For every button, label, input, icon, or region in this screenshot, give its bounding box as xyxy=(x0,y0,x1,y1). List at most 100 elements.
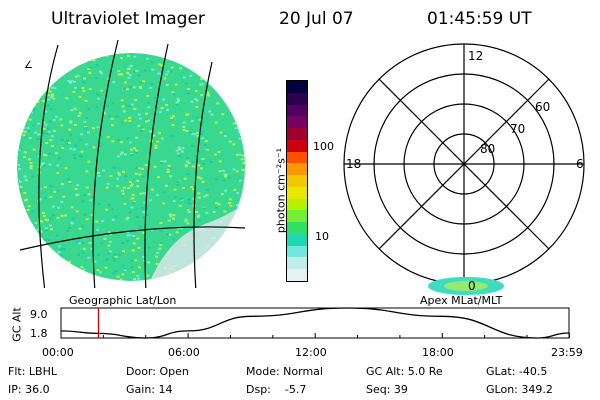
emission-speckle xyxy=(144,69,147,72)
emission-speckle xyxy=(126,234,130,237)
emission-speckle xyxy=(64,167,68,170)
emission-speckle xyxy=(178,204,182,207)
emission-speckle xyxy=(173,188,177,191)
emission-speckle xyxy=(201,130,205,133)
emission-speckle xyxy=(59,254,63,257)
emission-speckle xyxy=(123,110,126,113)
emission-speckle xyxy=(191,133,195,135)
emission-speckle xyxy=(223,210,227,213)
emission-speckle xyxy=(133,108,137,110)
emission-speckle xyxy=(191,161,195,164)
emission-speckle xyxy=(50,145,54,147)
emission-speckle xyxy=(190,100,194,103)
emission-speckle xyxy=(69,81,72,84)
emission-speckle xyxy=(201,180,205,183)
emission-speckle xyxy=(45,142,49,144)
emission-speckle xyxy=(146,94,150,97)
emission-speckle xyxy=(130,266,134,269)
emission-speckle xyxy=(87,131,90,134)
emission-speckle xyxy=(121,273,125,276)
emission-speckle xyxy=(96,97,100,100)
emission-speckle xyxy=(165,109,169,112)
emission-speckle xyxy=(130,206,134,209)
emission-speckle xyxy=(29,165,33,168)
emission-speckle xyxy=(32,124,36,127)
emission-speckle xyxy=(165,84,169,86)
emission-speckle xyxy=(165,73,168,76)
emission-speckle xyxy=(241,154,245,157)
emission-speckle xyxy=(97,203,101,206)
emission-speckle xyxy=(217,151,221,153)
emission-speckle xyxy=(127,76,131,79)
lat-label-70: 70 xyxy=(510,122,525,136)
emission-speckle xyxy=(173,196,177,199)
emission-speckle xyxy=(114,270,118,273)
emission-speckle xyxy=(182,125,186,128)
emission-speckle xyxy=(146,57,150,60)
emission-speckle xyxy=(76,253,80,256)
mlt-label-18: 18 xyxy=(346,157,361,171)
emission-speckle xyxy=(224,189,227,192)
info-dsp: Dsp: -5.7 xyxy=(246,383,307,396)
emission-speckle xyxy=(47,120,51,123)
emission-speckle xyxy=(133,55,137,58)
emission-speckle xyxy=(126,55,130,58)
emission-speckle xyxy=(49,195,53,198)
emission-speckle xyxy=(205,148,209,151)
mlt-label-12: 12 xyxy=(468,49,483,63)
emission-speckle xyxy=(186,157,190,159)
emission-speckle xyxy=(182,129,186,132)
emission-speckle xyxy=(55,115,59,118)
emission-speckle xyxy=(165,103,169,106)
colorbar-segment xyxy=(287,198,307,211)
emission-speckle xyxy=(121,264,125,267)
emission-speckle xyxy=(185,160,189,163)
emission-speckle xyxy=(185,113,189,116)
emission-speckle xyxy=(123,269,127,272)
emission-speckle xyxy=(163,77,167,80)
colorbar xyxy=(286,80,308,282)
emission-speckle xyxy=(42,215,46,217)
emission-speckle xyxy=(68,226,72,229)
emission-speckle xyxy=(215,178,219,181)
emission-speckle xyxy=(212,210,216,213)
timeline-ytick-bottom: 1.8 xyxy=(30,327,48,340)
emission-speckle xyxy=(64,214,67,217)
emission-speckle xyxy=(166,233,169,236)
emission-speckle xyxy=(169,215,173,218)
emission-speckle xyxy=(111,218,115,221)
emission-speckle xyxy=(17,164,20,167)
emission-speckle xyxy=(85,218,89,221)
emission-speckle xyxy=(221,169,225,172)
emission-speckle xyxy=(76,184,80,187)
emission-speckle xyxy=(96,253,100,256)
emission-speckle xyxy=(140,126,144,129)
emission-speckle xyxy=(183,177,187,180)
emission-speckle xyxy=(159,72,163,75)
emission-speckle xyxy=(147,106,151,109)
emission-speckle xyxy=(43,153,46,156)
emission-speckle xyxy=(100,72,104,75)
emission-speckle xyxy=(176,152,180,155)
emission-speckle xyxy=(51,93,55,96)
emission-speckle xyxy=(132,86,136,89)
emission-speckle xyxy=(81,251,85,254)
emission-speckle xyxy=(83,121,87,123)
emission-speckle xyxy=(69,133,73,136)
emission-speckle xyxy=(84,99,88,102)
emission-speckle xyxy=(194,211,198,213)
emission-speckle xyxy=(135,70,139,73)
emission-speckle xyxy=(146,274,150,277)
emission-speckle xyxy=(56,189,60,192)
emission-speckle xyxy=(82,268,86,271)
emission-speckle xyxy=(24,199,27,202)
emission-speckle xyxy=(87,256,91,259)
meridian-line xyxy=(38,44,59,288)
emission-speckle xyxy=(198,118,202,121)
emission-speckle xyxy=(142,255,145,258)
lat-label-60: 60 xyxy=(535,100,550,114)
emission-speckle xyxy=(175,103,179,106)
emission-speckle xyxy=(236,153,239,156)
emission-speckle xyxy=(144,164,148,167)
emission-speckle xyxy=(155,263,159,265)
